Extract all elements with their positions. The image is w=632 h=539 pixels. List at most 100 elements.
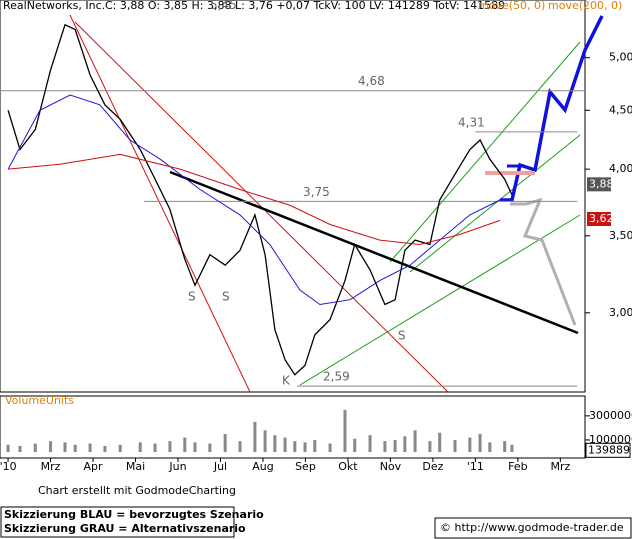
channel-line xyxy=(409,134,581,273)
volume-bar xyxy=(138,442,142,452)
volume-bar xyxy=(238,441,242,452)
volume-tag-label: 139889 xyxy=(588,443,630,456)
volume-bar xyxy=(428,441,432,452)
x-tick-label: '11 xyxy=(467,460,484,473)
x-tick-label: '10 xyxy=(0,460,17,473)
x-tick-label: Mrz xyxy=(550,460,570,473)
annotation: S xyxy=(398,329,406,343)
scenario-blue xyxy=(500,15,604,202)
volume-bar xyxy=(168,441,172,452)
x-tick-label: Nov xyxy=(380,460,402,473)
volume-bar xyxy=(263,430,267,452)
resistance-line xyxy=(169,170,579,335)
volume-bar xyxy=(478,433,482,452)
y-tick-label: 4,00 xyxy=(609,162,632,175)
annotation: S xyxy=(188,290,196,304)
volume-bar xyxy=(193,442,197,452)
price-tag-label: 3,62 xyxy=(589,212,614,225)
level-label: 4,31 xyxy=(458,115,485,129)
volume-bar xyxy=(183,437,187,452)
volume-bar xyxy=(468,437,472,452)
note-grey: Skizzierung GRAU = Alternativszenario xyxy=(4,522,246,535)
level-label: 3,75 xyxy=(303,185,330,199)
note-blue: Skizzierung BLAU = bevorzugtes Szenario xyxy=(4,508,264,521)
x-tick-label: Mrz xyxy=(41,460,61,473)
volume-bar xyxy=(153,443,157,452)
x-tick-label: Mai xyxy=(126,460,145,473)
chart-title: RealNetworks, Inc. xyxy=(3,0,105,12)
scenario-grey xyxy=(510,197,577,326)
volume-tag xyxy=(585,442,631,458)
volume-bar xyxy=(510,444,514,452)
volume-bar xyxy=(438,432,442,452)
channel-line xyxy=(389,41,581,263)
quote-line: C: 3,88 O: 3,85 H: 3,88 L: 3,76 +0,07 Tc… xyxy=(105,0,505,12)
volume-bar xyxy=(403,436,407,452)
y-tick-label: 1000000 xyxy=(589,433,632,446)
volume-bar xyxy=(488,442,492,452)
note-box xyxy=(0,506,235,538)
channel-line xyxy=(299,214,581,386)
volume-bar xyxy=(368,435,372,452)
legend-entry: move(200, 0) xyxy=(548,0,622,12)
legend-entry: move(50, 0) xyxy=(478,0,545,12)
volume-bar xyxy=(303,442,307,452)
y-tick-label: 4,50 xyxy=(609,103,632,116)
volume-bar xyxy=(208,443,212,452)
annotation: K xyxy=(282,374,291,388)
y-tick-label: 3,00 xyxy=(609,306,632,319)
volume-bar xyxy=(313,439,317,452)
x-tick-label: Dez xyxy=(422,460,443,473)
trend-lines xyxy=(69,14,604,393)
volume-bar xyxy=(88,443,92,452)
source: © http://www.godmode-trader.de xyxy=(440,521,624,534)
volume-bar xyxy=(6,444,10,452)
volume-bar xyxy=(393,439,397,452)
price-frame xyxy=(0,0,586,393)
x-tick-label: Okt xyxy=(338,460,358,473)
volume-bar xyxy=(383,441,387,452)
price-line xyxy=(7,23,513,376)
level-label: 4,68 xyxy=(358,74,385,88)
volume-bar xyxy=(118,444,122,452)
volume-bar xyxy=(293,441,297,452)
source-box xyxy=(434,517,632,539)
volume-bar xyxy=(273,435,277,452)
volume-bar xyxy=(49,441,53,452)
volume-bar xyxy=(63,442,67,452)
volume-bar xyxy=(328,443,332,452)
volume-bar xyxy=(223,433,227,452)
y-tick-label: 3,50 xyxy=(609,229,632,242)
annotation: S xyxy=(222,290,230,304)
volume-bar xyxy=(283,437,287,452)
volume-bar xyxy=(503,441,507,452)
volume-bar xyxy=(253,421,257,452)
x-tick-label: Jul xyxy=(213,460,227,473)
volume-title: VolumeUnits xyxy=(5,394,74,407)
volume-bar xyxy=(33,443,37,452)
x-tick-label: Sep xyxy=(295,460,316,473)
moving-average xyxy=(8,153,501,246)
price-tag-label: 3,88 xyxy=(589,177,614,190)
volume-bar xyxy=(103,445,107,452)
volume-bar xyxy=(343,409,347,452)
credit: Chart erstellt mit GodmodeCharting xyxy=(38,484,236,497)
level-label: 5,45 xyxy=(210,0,237,12)
x-tick-label: Jun xyxy=(168,460,186,473)
price-tag xyxy=(587,211,611,226)
x-tick-label: Apr xyxy=(84,460,104,473)
volume-bar xyxy=(353,438,357,452)
y-tick-label: 3000000 xyxy=(589,409,632,422)
level-label: 2,59 xyxy=(323,370,350,384)
volume-bar xyxy=(413,430,417,452)
volume-bar xyxy=(453,439,457,452)
y-tick-label: 5,00 xyxy=(609,51,632,64)
volume-bar xyxy=(73,444,77,452)
x-tick-label: Feb xyxy=(508,460,527,473)
x-tick-label: Aug xyxy=(252,460,273,473)
channel-line xyxy=(69,14,251,393)
price-tag xyxy=(587,177,611,192)
moving-average xyxy=(7,94,501,306)
volume-bar xyxy=(18,445,22,452)
